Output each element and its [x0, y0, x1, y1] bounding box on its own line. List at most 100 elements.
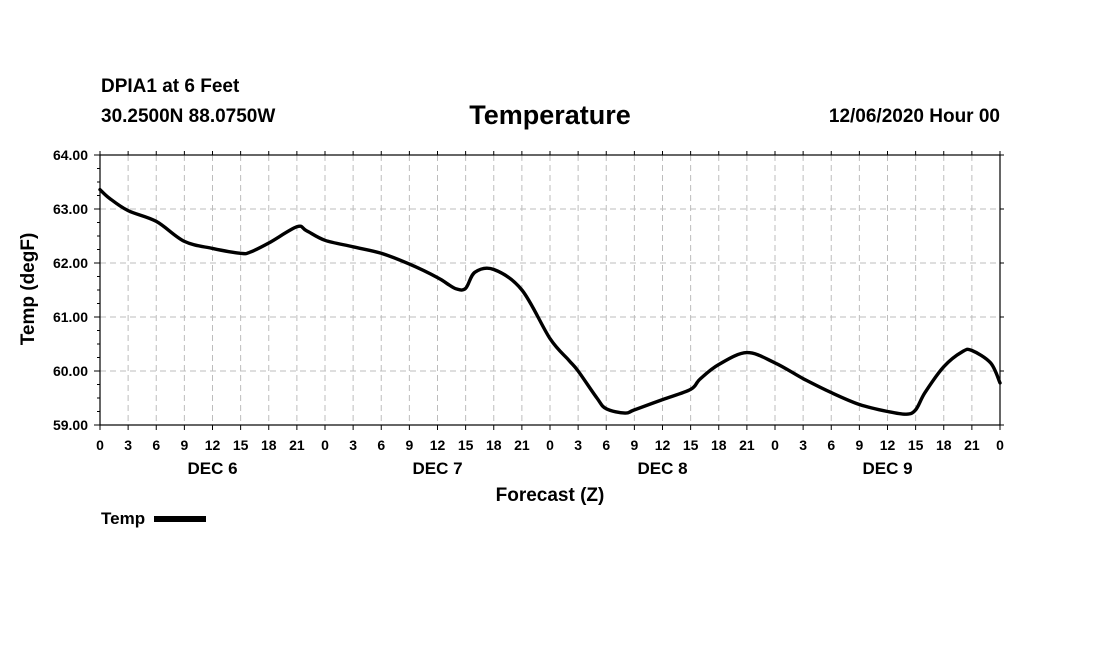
x-tick-label: 3 — [799, 437, 807, 453]
x-tick-label: 9 — [630, 437, 638, 453]
day-label: DEC 9 — [862, 459, 912, 478]
temp-data-point — [914, 408, 917, 411]
y-tick-label: 61.00 — [53, 309, 88, 325]
temp-data-point — [605, 407, 608, 410]
x-tick-label: 21 — [514, 437, 530, 453]
day-label: DEC 8 — [637, 459, 687, 478]
temp-data-point — [436, 276, 439, 279]
temp-data-point — [155, 220, 158, 223]
temp-data-point — [455, 287, 458, 290]
x-tick-label: 21 — [964, 437, 980, 453]
y-tick-label: 62.00 — [53, 255, 88, 271]
temp-data-point — [127, 209, 130, 212]
x-tick-label: 0 — [96, 437, 104, 453]
temp-data-point — [699, 378, 702, 381]
chart-title: Temperature — [469, 100, 631, 130]
x-tick-label: 9 — [405, 437, 413, 453]
legend-line-swatch — [154, 516, 207, 522]
y-tick-label: 60.00 — [53, 363, 88, 379]
temp-data-point — [905, 413, 908, 416]
temp-data-point — [211, 247, 214, 250]
y-tick-label: 64.00 — [53, 147, 88, 163]
temp-data-point — [520, 289, 523, 292]
temp-data-point — [239, 252, 242, 255]
temp-data-point — [567, 359, 570, 362]
temp-data-point — [380, 252, 383, 255]
temp-data-point — [305, 229, 308, 232]
x-tick-label: 0 — [546, 437, 554, 453]
x-tick-label: 6 — [152, 437, 160, 453]
temp-data-point — [942, 365, 945, 368]
temp-data-point — [689, 388, 692, 391]
x-tick-label: 3 — [124, 437, 132, 453]
temp-data-point — [183, 240, 186, 243]
temp-data-point — [324, 239, 327, 242]
temp-data-point — [267, 242, 270, 245]
y-axis-ticks: 59.00 60.00 61.00 62.00 63.00 64.00 — [53, 147, 1004, 433]
temp-data-point — [99, 188, 102, 191]
day-label: DEC 6 — [187, 459, 237, 478]
temp-data-point — [595, 397, 598, 400]
temp-data-point — [108, 197, 111, 200]
x-tick-label: 21 — [739, 437, 755, 453]
temp-series-points — [99, 188, 1002, 416]
temp-data-point — [445, 282, 448, 285]
x-axis-ticks: 0 3 6 9 12 15 18 21 0 3 6 9 12 15 18 21 0 3 6 9 12 15 18 21 0 3 6 9… — [96, 151, 1004, 453]
x-tick-label: 9 — [180, 437, 188, 453]
y-tick-label: 63.00 — [53, 201, 88, 217]
temp-data-point — [492, 268, 495, 271]
x-tick-label: 15 — [908, 437, 924, 453]
temp-data-point — [352, 245, 355, 248]
x-tick-label: 12 — [430, 437, 446, 453]
x-tick-label: 6 — [602, 437, 610, 453]
station-coordinates: 30.2500N 88.0750W — [101, 106, 276, 127]
y-tick-label: 59.00 — [53, 417, 88, 433]
x-tick-label: 15 — [683, 437, 699, 453]
day-labels: DEC 6 DEC 7 DEC 8 DEC 9 — [187, 459, 912, 478]
x-tick-label: 3 — [349, 437, 357, 453]
temp-data-point — [924, 391, 927, 394]
legend: Temp — [101, 509, 207, 529]
temp-data-point — [549, 337, 552, 340]
x-tick-label: 15 — [233, 437, 249, 453]
temp-data-point — [858, 403, 861, 406]
legend-label: Temp — [101, 509, 146, 528]
x-axis-label: Forecast (Z) — [496, 485, 605, 506]
temp-data-point — [989, 361, 992, 364]
x-tick-label: 21 — [289, 437, 305, 453]
x-tick-label: 18 — [711, 437, 727, 453]
x-tick-label: 6 — [377, 437, 385, 453]
temp-data-point — [745, 351, 748, 354]
x-tick-label: 0 — [321, 437, 329, 453]
temp-data-point — [624, 412, 627, 415]
temp-data-point — [577, 370, 580, 373]
run-time: 12/06/2020 Hour 00 — [828, 106, 1000, 127]
temp-data-point — [408, 263, 411, 266]
x-tick-label: 18 — [936, 437, 952, 453]
day-label: DEC 7 — [412, 459, 462, 478]
temp-data-point — [999, 381, 1002, 384]
y-axis-label: Temp (degF) — [18, 233, 39, 346]
x-tick-label: 3 — [574, 437, 582, 453]
temp-data-point — [633, 408, 636, 411]
temp-data-point — [802, 377, 805, 380]
temp-data-point — [474, 271, 477, 274]
station-name: DPIA1 at 6 Feet — [101, 76, 240, 97]
x-tick-label: 18 — [486, 437, 502, 453]
x-tick-label: 12 — [205, 437, 221, 453]
temp-data-point — [774, 361, 777, 364]
temp-data-point — [961, 350, 964, 353]
x-tick-label: 9 — [855, 437, 863, 453]
temp-data-point — [830, 391, 833, 394]
temp-data-point — [717, 363, 720, 366]
x-tick-label: 6 — [827, 437, 835, 453]
x-tick-label: 12 — [655, 437, 671, 453]
x-tick-label: 12 — [880, 437, 896, 453]
temp-data-point — [886, 410, 889, 413]
x-tick-label: 0 — [996, 437, 1004, 453]
temp-series-line — [98, 187, 1002, 416]
temp-data-point — [295, 225, 298, 228]
x-tick-label: 0 — [771, 437, 779, 453]
temp-data-point — [970, 349, 973, 352]
